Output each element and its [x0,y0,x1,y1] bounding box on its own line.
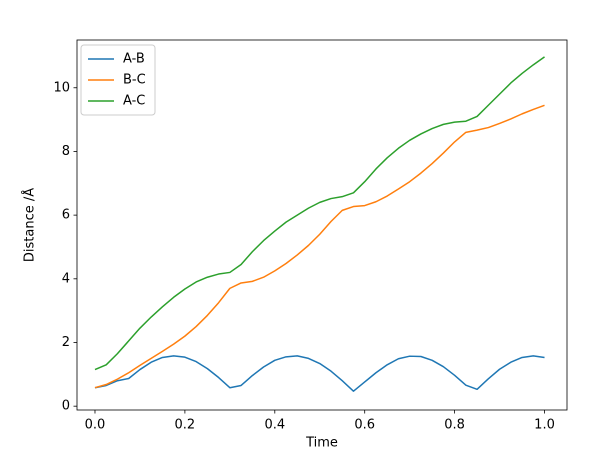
y-tick-label: 0 [62,399,70,414]
x-tick-label: 0.2 [175,418,196,433]
plot-frame [76,39,568,411]
data-line [94,104,545,389]
x-tick-label: 0.0 [85,418,106,433]
x-tick-label: 0.6 [354,418,375,433]
data-line [94,355,545,392]
y-tick-label: 6 [62,208,70,223]
y-tick-label: 8 [62,144,70,159]
y-tick-label: 4 [62,271,70,286]
legend-box [80,44,156,116]
y-axis-label: Distance /Å [22,188,38,262]
x-axis-label: Time [305,436,338,451]
legend-label: B-C [123,73,146,88]
legend-label: A-C [123,94,145,109]
legend-label: A-B [123,52,145,67]
x-tick-label: 1.0 [534,418,555,433]
x-tick-label: 0.8 [444,418,465,433]
y-tick-label: 10 [53,80,70,95]
data-line [94,56,545,371]
y-tick-label: 2 [62,335,70,350]
x-tick-label: 0.4 [264,418,285,433]
